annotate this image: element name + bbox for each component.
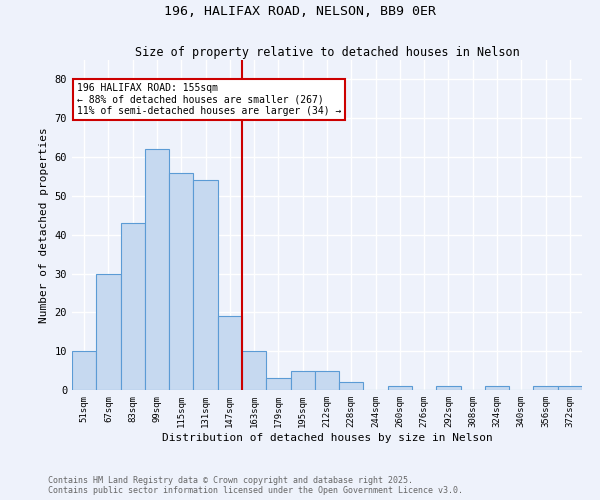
Bar xyxy=(558,386,582,390)
Bar xyxy=(121,223,145,390)
Bar xyxy=(388,386,412,390)
Bar xyxy=(290,370,315,390)
Bar xyxy=(436,386,461,390)
Bar xyxy=(339,382,364,390)
Bar xyxy=(169,172,193,390)
Bar xyxy=(193,180,218,390)
Bar xyxy=(533,386,558,390)
X-axis label: Distribution of detached houses by size in Nelson: Distribution of detached houses by size … xyxy=(161,432,493,442)
Text: 196, HALIFAX ROAD, NELSON, BB9 0ER: 196, HALIFAX ROAD, NELSON, BB9 0ER xyxy=(164,5,436,18)
Y-axis label: Number of detached properties: Number of detached properties xyxy=(39,127,49,323)
Bar xyxy=(266,378,290,390)
Text: 196 HALIFAX ROAD: 155sqm
← 88% of detached houses are smaller (267)
11% of semi-: 196 HALIFAX ROAD: 155sqm ← 88% of detach… xyxy=(77,84,341,116)
Bar xyxy=(145,150,169,390)
Bar xyxy=(315,370,339,390)
Bar xyxy=(218,316,242,390)
Text: Contains HM Land Registry data © Crown copyright and database right 2025.
Contai: Contains HM Land Registry data © Crown c… xyxy=(48,476,463,495)
Bar xyxy=(485,386,509,390)
Bar xyxy=(96,274,121,390)
Bar xyxy=(72,351,96,390)
Title: Size of property relative to detached houses in Nelson: Size of property relative to detached ho… xyxy=(134,46,520,59)
Bar xyxy=(242,351,266,390)
